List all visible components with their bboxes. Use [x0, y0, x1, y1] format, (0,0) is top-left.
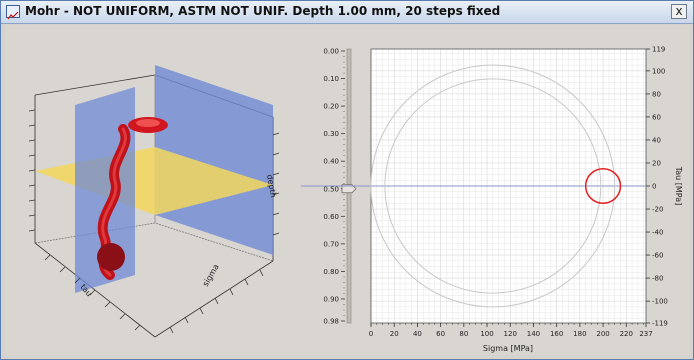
mohr-circle-3: [584, 167, 622, 205]
mohr-circles: [301, 64, 646, 308]
slider-tick-label: 0.00: [323, 48, 339, 56]
slider-tick-label: 0.10: [323, 75, 339, 83]
slider-tick-label: 0.80: [323, 268, 339, 276]
y-tick-label: 100: [652, 67, 665, 75]
y-tick-label: -119: [652, 320, 668, 328]
mohr-circle-2: [384, 78, 602, 294]
x-tick-label: 60: [436, 330, 445, 338]
y-tick-label: 80: [652, 90, 661, 98]
mohr-chart[interactable]: 0.00 0.10 0.20 0.30 0.40 0.50 0.60 0.70 0.80 0.90…: [301, 25, 689, 355]
y-tick-label: -20: [652, 206, 663, 214]
stress-path-tube: [97, 117, 168, 280]
y-tick-label: -100: [652, 298, 668, 306]
x-tick-label: 120: [504, 330, 517, 338]
slider-tick-label: 0.50: [323, 185, 339, 193]
y-tick-label: 40: [652, 136, 661, 144]
axis-label-sigma: sigma: [201, 262, 221, 288]
plot-3d[interactable]: tau sigma depth: [5, 25, 305, 355]
title-bar[interactable]: Mohr - NOT UNIFORM, ASTM NOT UNIF. Depth…: [1, 1, 693, 24]
slider-tick-label: 0.90: [323, 295, 339, 303]
y-tick-label: 60: [652, 113, 661, 121]
vertical-plane-front: [75, 87, 135, 293]
x-axis-label: Sigma [MPa]: [483, 344, 533, 353]
x-tick-label: 40: [413, 330, 422, 338]
slider-tick-label: 0.70: [323, 240, 339, 248]
slider-tick-label: 0.40: [323, 158, 339, 166]
axis-label-depth: depth: [265, 174, 278, 199]
chart-icon: [6, 5, 20, 20]
x-tick-label: 220: [620, 330, 633, 338]
close-button[interactable]: x: [671, 4, 687, 19]
y-axis-label: Tau [MPa]: [674, 166, 683, 206]
slider-tick-label: 0.98: [323, 318, 339, 326]
x-tick-label: 0: [369, 330, 373, 338]
y-tick-label: -40: [652, 229, 663, 237]
window-title: Mohr - NOT UNIFORM, ASTM NOT UNIF. Depth…: [25, 4, 501, 18]
x-tick-label: 237: [639, 330, 652, 338]
y-tick-label: -80: [652, 275, 663, 283]
slider-tick-label: 0.30: [323, 130, 339, 138]
depth-slider-scale: 0.00 0.10 0.20 0.30 0.40 0.50 0.60 0.70 0.80 0.90…: [323, 48, 345, 326]
y-tick-label: -60: [652, 252, 663, 260]
x-tick-label: 200: [596, 330, 609, 338]
x-tick-label: 80: [459, 330, 468, 338]
slider-tick-label: 0.20: [323, 103, 339, 111]
x-tick-label: 180: [573, 330, 586, 338]
y-tick-label: 119: [652, 46, 665, 54]
x-tick-label: 160: [550, 330, 563, 338]
axes: 0 20 40 60 80 100 120 140 160 180 200 220 2371191008…: [369, 46, 668, 339]
mohr-circle-1: [370, 64, 616, 308]
x-tick-label: 20: [390, 330, 399, 338]
y-tick-label: 0: [652, 183, 656, 191]
x-tick-label: 140: [527, 330, 540, 338]
client-area: tau sigma depth 0.00 0.10 0.20 0.30 0.40 0.50…: [5, 25, 689, 355]
x-tick-label: 100: [480, 330, 493, 338]
slider-tick-label: 0.60: [323, 213, 339, 221]
y-tick-label: 20: [652, 159, 661, 167]
